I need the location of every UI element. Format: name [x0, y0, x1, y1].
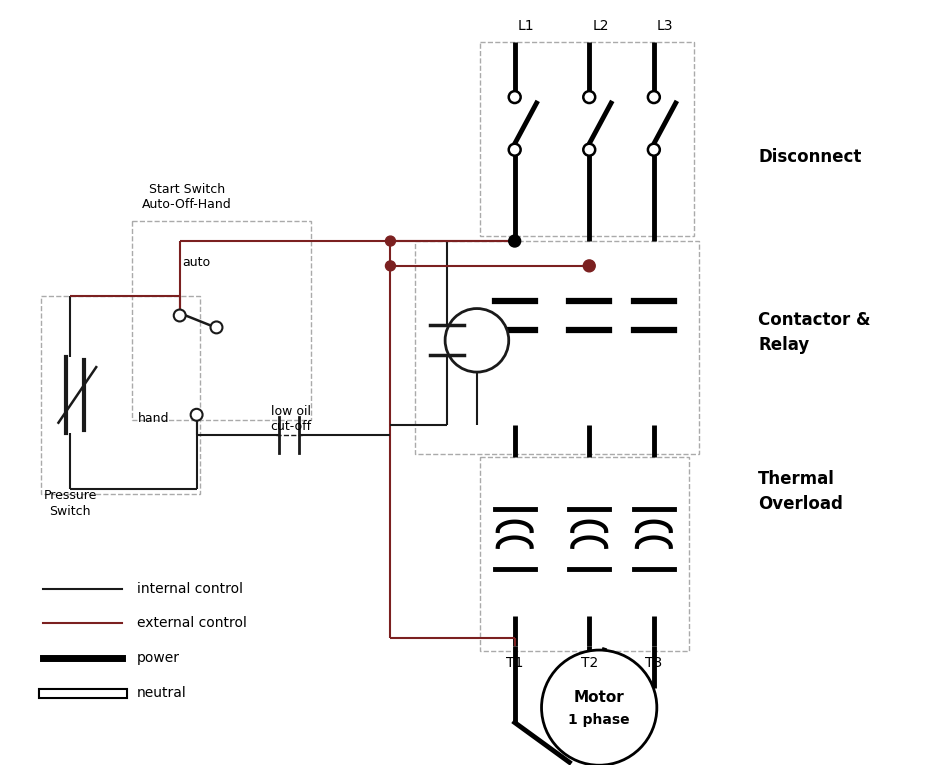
Text: L2: L2	[592, 18, 609, 32]
Bar	[415, 241, 699, 455]
Text: power: power	[137, 651, 180, 665]
Text: L1: L1	[517, 18, 534, 32]
Bar	[480, 458, 689, 651]
Bar	[41, 296, 199, 494]
Text: cut-off: cut-off	[271, 419, 311, 432]
Text: internal control: internal control	[137, 581, 243, 595]
Circle shape	[509, 144, 521, 156]
Text: Thermal: Thermal	[758, 470, 835, 488]
Text: auto: auto	[183, 256, 210, 269]
Bar	[132, 221, 311, 420]
Bar	[480, 42, 693, 236]
Circle shape	[583, 144, 595, 156]
Text: Disconnect: Disconnect	[758, 147, 861, 166]
Text: L3: L3	[657, 18, 673, 32]
Circle shape	[386, 261, 396, 271]
Text: 1 phase: 1 phase	[568, 713, 630, 727]
Text: Contactor &: Contactor &	[758, 312, 870, 329]
Text: Pressure: Pressure	[44, 489, 97, 502]
Circle shape	[191, 409, 203, 421]
Circle shape	[583, 91, 595, 103]
Circle shape	[210, 322, 222, 333]
Circle shape	[648, 91, 660, 103]
Circle shape	[509, 91, 521, 103]
Circle shape	[509, 235, 521, 247]
Text: low oil: low oil	[271, 405, 311, 418]
Text: T1: T1	[506, 656, 524, 670]
Circle shape	[541, 650, 657, 765]
Text: Motor: Motor	[574, 690, 625, 705]
Text: Overload: Overload	[758, 495, 843, 513]
Text: hand: hand	[138, 412, 170, 425]
Text: Relay: Relay	[758, 336, 809, 354]
Text: neutral: neutral	[137, 686, 186, 700]
Text: T2: T2	[580, 656, 598, 670]
Circle shape	[648, 144, 660, 156]
Text: Auto-Off-Hand: Auto-Off-Hand	[142, 198, 232, 211]
Text: Start Switch: Start Switch	[148, 184, 224, 197]
Circle shape	[386, 236, 396, 246]
Circle shape	[583, 260, 595, 272]
Text: external control: external control	[137, 616, 247, 631]
Text: Switch: Switch	[50, 505, 91, 518]
Text: T3: T3	[645, 656, 663, 670]
Circle shape	[445, 309, 509, 372]
Circle shape	[173, 310, 185, 322]
